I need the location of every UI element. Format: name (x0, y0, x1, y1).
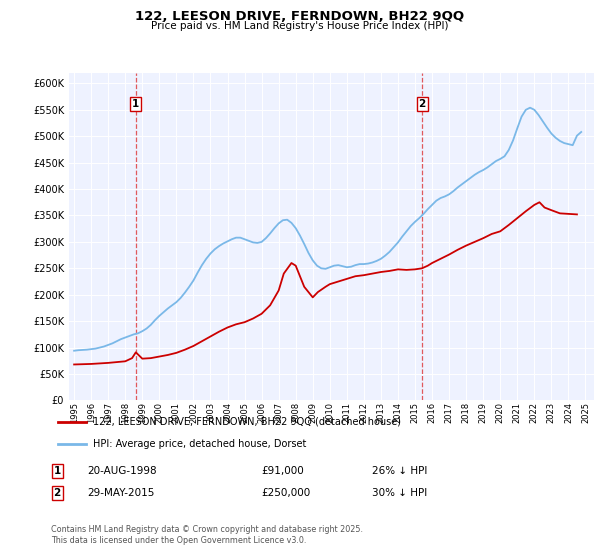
Text: 26% ↓ HPI: 26% ↓ HPI (372, 466, 427, 476)
Text: 2: 2 (418, 99, 425, 109)
Text: 29-MAY-2015: 29-MAY-2015 (87, 488, 154, 498)
Text: 1: 1 (132, 99, 139, 109)
Text: £91,000: £91,000 (261, 466, 304, 476)
Text: 122, LEESON DRIVE, FERNDOWN, BH22 9QQ: 122, LEESON DRIVE, FERNDOWN, BH22 9QQ (136, 10, 464, 23)
Text: £250,000: £250,000 (261, 488, 310, 498)
Text: 30% ↓ HPI: 30% ↓ HPI (372, 488, 427, 498)
Text: 2: 2 (53, 488, 61, 498)
Text: Contains HM Land Registry data © Crown copyright and database right 2025.
This d: Contains HM Land Registry data © Crown c… (51, 525, 363, 545)
Text: 122, LEESON DRIVE, FERNDOWN, BH22 9QQ (detached house): 122, LEESON DRIVE, FERNDOWN, BH22 9QQ (d… (94, 417, 401, 427)
Text: HPI: Average price, detached house, Dorset: HPI: Average price, detached house, Dors… (94, 438, 307, 449)
Text: 20-AUG-1998: 20-AUG-1998 (87, 466, 157, 476)
Text: Price paid vs. HM Land Registry's House Price Index (HPI): Price paid vs. HM Land Registry's House … (151, 21, 449, 31)
Text: 1: 1 (53, 466, 61, 476)
